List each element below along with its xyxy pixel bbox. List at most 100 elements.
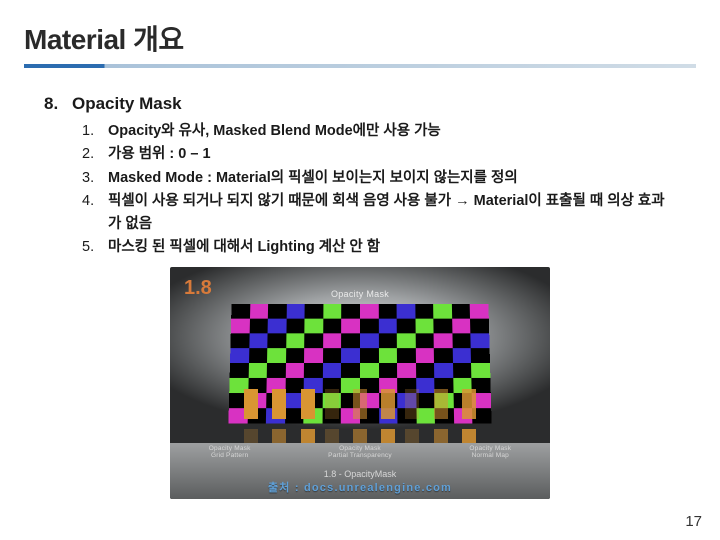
panel-cell (249, 318, 268, 333)
panel-cell (249, 333, 268, 348)
swatch-row-a (244, 389, 476, 419)
panel-cell (471, 333, 490, 348)
slide-title: Material 개요 (24, 18, 696, 58)
panel-cell (286, 348, 305, 363)
panel-cell (379, 363, 398, 378)
panel-cell (342, 318, 360, 333)
panel-cell (452, 333, 471, 348)
panel-cell (379, 348, 398, 363)
panel-cell (268, 304, 287, 319)
list-sub-item: 3. Masked Mode : Material의 픽셀이 보이는지 보이지 않… (82, 167, 676, 189)
panel-cell (434, 318, 453, 333)
panel-cell (378, 333, 397, 348)
sub-number: 3. (82, 167, 100, 189)
sub-text: 가용 범위 : 0 – 1 (108, 143, 676, 165)
panel-cell (230, 333, 249, 348)
panel-cell (397, 363, 416, 378)
title-bar: Material 개요 (0, 0, 720, 76)
panel-cell (267, 348, 286, 363)
panel-cell (267, 333, 286, 348)
title-underline (24, 64, 696, 68)
figure-label: 1.8 (184, 277, 212, 300)
panel-cell (341, 363, 360, 378)
panel-cell (397, 333, 416, 348)
panel-cell (323, 333, 342, 348)
swatch (325, 389, 396, 419)
panel-cell (434, 363, 453, 378)
sub-number: 2. (82, 143, 100, 165)
panel-cell (360, 348, 379, 363)
panel-cell (286, 304, 305, 319)
panel-cell (305, 304, 324, 319)
panel-cell (378, 318, 397, 333)
panel-cell (341, 333, 360, 348)
panel-cell (415, 333, 434, 348)
panel-cell (360, 318, 378, 333)
list-sub-item: 1. Opacity와 유사, Masked Blend Mode에만 사용 가능 (82, 120, 676, 142)
sub-number: 5. (82, 236, 100, 258)
list-sub-item: 5. 마스킹 된 픽셀에 대해서 Lighting 계산 안 함 (82, 236, 676, 258)
panel-cell (248, 363, 267, 378)
panel-cell (434, 333, 453, 348)
panel-cell (452, 304, 471, 319)
main-number: 8. (44, 94, 64, 114)
panel-cell (415, 318, 434, 333)
panel-cell (341, 348, 360, 363)
panel-cell (285, 363, 304, 378)
list-sub-item: 2. 가용 범위 : 0 – 1 (82, 143, 676, 165)
panel-cell (323, 348, 342, 363)
panel-cell (360, 333, 379, 348)
panel-cell (250, 304, 269, 319)
pedestal-caption: Opacity Mask Partial Transparency (328, 445, 392, 459)
panel-cell (397, 304, 416, 319)
panel-cell (304, 363, 323, 378)
panel-cell (323, 304, 341, 319)
panel-cell (323, 318, 342, 333)
pedestal-captions: Opacity Mask Grid Pattern Opacity Mask Pa… (170, 445, 550, 459)
panel-cell (231, 318, 250, 333)
panel-cell (304, 348, 323, 363)
panel-cell (230, 363, 249, 378)
pedestal-caption: Opacity Mask Grid Pattern (209, 445, 251, 459)
panel-cell (378, 304, 396, 319)
page-number: 17 (685, 513, 702, 530)
panel-cell (268, 318, 287, 333)
panel-cell (416, 363, 435, 378)
swatch (244, 389, 315, 419)
figure-bottom-caption: 1.8 - OpacityMask (170, 469, 550, 479)
sublist: 1. Opacity와 유사, Masked Blend Mode에만 사용 가능… (44, 120, 676, 259)
panel-cell (360, 304, 378, 319)
panel-cell (305, 318, 324, 333)
panel-cell (415, 304, 434, 319)
panel-cell (416, 348, 435, 363)
panel-cell (249, 348, 268, 363)
panel-cell (433, 304, 452, 319)
panel-cell (453, 348, 472, 363)
figure-source: 출처 : docs.unrealengine.com (170, 479, 550, 495)
panel-cell (434, 348, 453, 363)
panel-cell (471, 363, 490, 378)
figure-wrap: 1.8 Opacity Mask Opacity Mask Grid Patte… (44, 267, 676, 499)
swatch (405, 389, 476, 419)
panel-cell (230, 348, 249, 363)
pedestal-caption: Opacity Mask Normal Map (469, 445, 511, 459)
panel-caption: Opacity Mask (170, 289, 550, 299)
panel-cell (397, 318, 416, 333)
list-sub-item: 4.픽셀이 사용 되거나 되지 않기 때문에 회색 음영 사용 불가 → Mat… (82, 190, 676, 235)
panel-cell (323, 363, 342, 378)
slide: Material 개요 8. Opacity Mask 1. Opacity와 유… (0, 0, 720, 540)
panel-cell (286, 318, 305, 333)
sub-number: 4. (82, 190, 100, 235)
panel-cell (360, 363, 379, 378)
sub-number: 1. (82, 120, 100, 142)
panel-cell (453, 363, 472, 378)
sub-text: 마스킹 된 픽셀에 대해서 Lighting 계산 안 함 (108, 236, 676, 258)
panel-cell (304, 333, 323, 348)
sub-text: Masked Mode : Material의 픽셀이 보이는지 보이지 않는지… (108, 167, 676, 189)
sub-text: Opacity와 유사, Masked Blend Mode에만 사용 가능 (108, 120, 676, 142)
figure: 1.8 Opacity Mask Opacity Mask Grid Patte… (170, 267, 550, 499)
panel-cell (452, 318, 471, 333)
sub-text: 픽셀이 사용 되거나 되지 않기 때문에 회색 음영 사용 불가 → Mater… (108, 190, 676, 235)
content-area: 8. Opacity Mask 1. Opacity와 유사, Masked Bl… (0, 76, 720, 499)
panel-cell (471, 348, 490, 363)
